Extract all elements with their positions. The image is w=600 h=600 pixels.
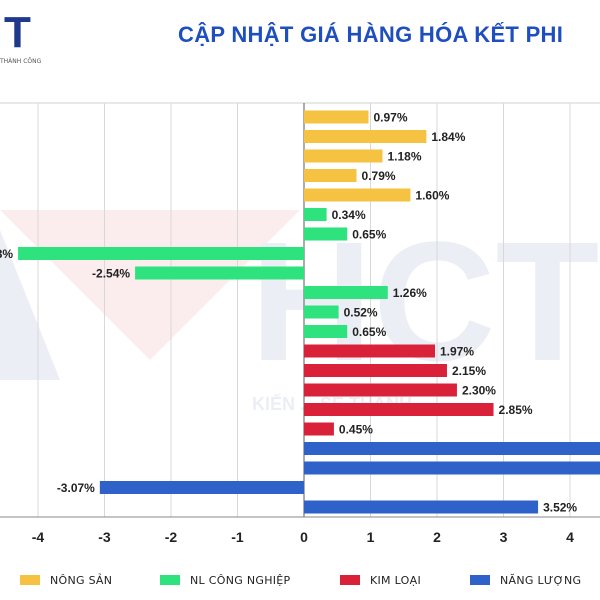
legend-swatch — [20, 575, 40, 585]
bar — [304, 422, 334, 436]
data-label: -2.54% — [92, 267, 130, 281]
bar — [304, 442, 600, 455]
legend-label: NÔNG SẢN — [50, 573, 113, 587]
data-label: 1.84% — [431, 130, 465, 144]
data-label: 2.85% — [499, 403, 533, 417]
logo: T THÀNH CÔNG — [0, 6, 60, 70]
x-tick-label: -4 — [32, 529, 45, 545]
data-label: 0.65% — [352, 228, 386, 242]
bar — [304, 188, 411, 202]
data-label: 1.26% — [393, 286, 427, 300]
legend-item: NĂNG LƯỢNG — [470, 568, 581, 592]
data-label: 0.79% — [362, 169, 396, 183]
logo-tagline: THÀNH CÔNG — [0, 58, 42, 65]
data-label: 0.45% — [339, 423, 373, 437]
bar — [304, 403, 494, 416]
data-label: 0.97% — [374, 111, 408, 125]
bar — [304, 149, 383, 163]
bar — [304, 286, 388, 299]
legend-item: KIM LOẠI — [340, 568, 421, 592]
x-tick-label: 4 — [566, 529, 574, 545]
data-label: 0.34% — [332, 208, 366, 222]
bar — [304, 325, 348, 338]
legend-swatch — [160, 575, 180, 585]
x-tick-label: -3 — [98, 529, 111, 545]
bar — [304, 110, 369, 124]
data-label: 0.52% — [344, 306, 378, 320]
bar — [304, 169, 357, 182]
legend-item: NÔNG SẢN — [20, 568, 112, 592]
data-label: 2.15% — [452, 364, 486, 378]
bar — [304, 305, 339, 319]
data-label: 1.60% — [415, 189, 449, 203]
bar — [304, 208, 327, 221]
data-label: 1.18% — [387, 150, 421, 164]
bar — [304, 130, 427, 143]
legend: NÔNG SẢN NL CÔNG NGHIỆP KIM LOẠI NĂNG LƯỢNG — [0, 568, 600, 592]
bar — [304, 461, 600, 475]
bar — [304, 364, 447, 377]
legend-label: NĂNG LƯỢNG — [500, 573, 582, 587]
logo-letter: T — [4, 8, 31, 57]
bar — [304, 227, 348, 241]
data-label: 0.65% — [352, 325, 386, 339]
bar — [99, 481, 304, 494]
legend-item: NL CÔNG NGHIỆP — [160, 568, 291, 592]
legend-label: NL CÔNG NGHIỆP — [190, 573, 291, 587]
data-label: 3.52% — [543, 501, 577, 515]
x-tick-label: 0 — [300, 529, 308, 545]
watermark-shape — [0, 230, 60, 380]
bar — [18, 247, 305, 260]
x-tick-label: 3 — [500, 529, 508, 545]
bar — [304, 344, 436, 358]
data-label: 2.30% — [462, 384, 496, 398]
bar — [135, 266, 304, 280]
x-tick-label: -1 — [231, 529, 244, 545]
bar — [304, 383, 457, 397]
data-label: -3.07% — [57, 481, 95, 495]
legend-label: KIM LOẠI — [370, 573, 422, 587]
x-tick-label: 2 — [433, 529, 441, 545]
x-tick-label: 1 — [367, 529, 375, 545]
legend-swatch — [340, 575, 360, 585]
data-label: 3% — [0, 247, 13, 261]
bar — [304, 500, 539, 514]
data-label: 1.97% — [440, 345, 474, 359]
legend-swatch — [470, 575, 490, 585]
page-title: CẬP NHẬT GIÁ HÀNG HÓA KẾT PHI — [178, 22, 564, 47]
x-tick-label: -2 — [165, 529, 178, 545]
